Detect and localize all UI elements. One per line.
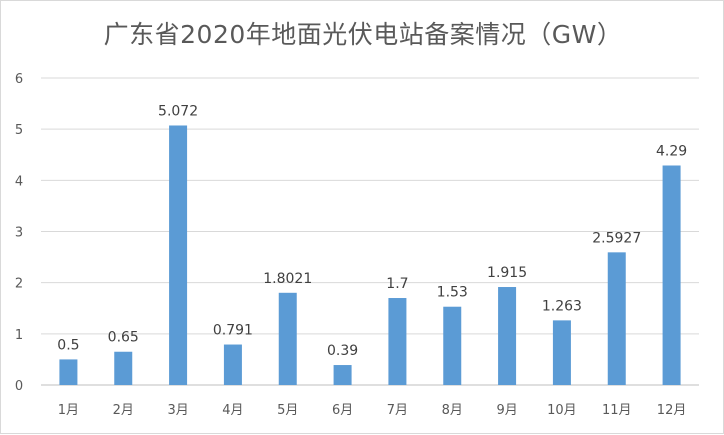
x-tick-label: 12月: [657, 403, 687, 418]
x-tick-label: 7月: [387, 403, 408, 418]
x-tick-label: 4月: [222, 403, 243, 418]
bar-9: [498, 287, 517, 385]
data-label: 0.791: [213, 323, 253, 339]
x-tick-label: 2月: [113, 403, 134, 418]
data-label: 1.7: [386, 276, 408, 292]
data-label: 0.39: [327, 343, 358, 359]
bar-2: [114, 351, 133, 385]
bar-4: [223, 344, 242, 385]
x-tick-label: 8月: [442, 403, 463, 418]
data-label: 0.5: [57, 337, 79, 353]
gridlines: [41, 77, 699, 386]
bar-3: [169, 125, 188, 385]
y-tick-label: 6: [15, 72, 23, 87]
data-labels: 0.5 0.65 5.072 0.791 1.8021 0.39 1.7 1.53 1.915 1…: [57, 103, 687, 359]
data-label: 4.29: [656, 143, 687, 159]
x-tick-label: 1月: [58, 403, 79, 418]
bar-8: [443, 306, 462, 385]
x-tick-label: 11月: [602, 403, 632, 418]
x-axis-ticks: 1月 2月 3月 4月 5月 6月 7月 8月 9月 10月 11月 12月: [58, 403, 687, 418]
bar-7: [388, 298, 407, 385]
y-tick-label: 0: [15, 379, 23, 394]
bar-12: [662, 165, 681, 385]
x-tick-label: 5月: [277, 403, 298, 418]
x-tick-label: 9月: [496, 403, 517, 418]
x-tick-label: 3月: [167, 403, 188, 418]
y-tick-label: 4: [15, 174, 23, 189]
data-label: 1.53: [437, 285, 468, 301]
data-label: 1.915: [487, 265, 527, 281]
y-tick-label: 5: [15, 123, 23, 138]
x-tick-label: 6月: [332, 403, 353, 418]
bar-10: [552, 320, 571, 385]
data-label: 1.263: [542, 298, 582, 314]
y-tick-label: 1: [15, 328, 23, 343]
data-label: 5.072: [158, 103, 198, 119]
y-tick-label: 2: [15, 277, 23, 292]
y-tick-label: 3: [15, 226, 23, 241]
x-tick-label: 10月: [547, 403, 577, 418]
bar-11: [607, 252, 626, 385]
data-label: 1.8021: [263, 271, 312, 287]
data-label: 2.5927: [592, 230, 641, 246]
bar-5: [278, 292, 297, 385]
data-label: 0.65: [108, 330, 139, 346]
chart-title: 广东省2020年地面光伏电站备案情况（GW）: [103, 20, 623, 49]
bar-1: [59, 359, 78, 385]
bar-6: [333, 365, 352, 385]
y-axis-ticks: 0 1 2 3 4 5 6: [15, 72, 23, 394]
bars: [59, 125, 681, 385]
